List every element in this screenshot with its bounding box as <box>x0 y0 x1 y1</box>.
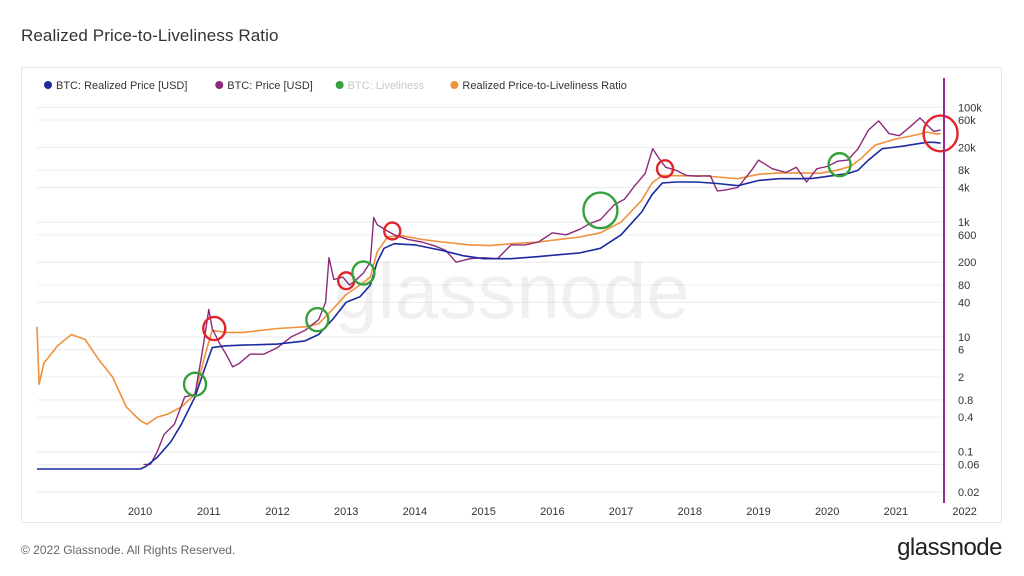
x-tick-label: 2013 <box>334 506 358 518</box>
y-tick-label: 60k <box>958 115 976 127</box>
y-tick-label: 0.4 <box>958 412 973 424</box>
x-tick-label: 2016 <box>540 506 564 518</box>
x-tick-label: 2018 <box>678 506 702 518</box>
legend-swatch <box>215 81 224 89</box>
x-tick-label: 2010 <box>128 506 152 518</box>
x-tick-label: 2012 <box>265 506 289 518</box>
marker-group <box>182 114 959 397</box>
highlight-circle-green <box>351 260 376 286</box>
legend-item-ratio[interactable]: Realized Price-to-Liveliness Ratio <box>450 80 627 92</box>
y-tick-label: 100k <box>958 102 982 114</box>
legend: BTC: Realized Price [USD] BTC: Price [USD… <box>44 80 627 92</box>
highlight-circle-red <box>202 315 227 342</box>
y-tick-label: 20k <box>958 142 976 154</box>
y-axis: 100k60k20k8k4k1k600200804010620.80.40.10… <box>958 102 982 499</box>
legend-label: BTC: Price [USD] <box>227 80 313 92</box>
series-line-realized <box>37 141 941 470</box>
highlight-circle-red <box>922 114 959 153</box>
y-tick-label: 0.06 <box>958 459 979 471</box>
y-tick-label: 10 <box>958 332 970 344</box>
y-tick-label: 8k <box>958 165 970 177</box>
legend-swatch <box>450 81 459 89</box>
y-tick-label: 4k <box>958 183 970 195</box>
x-tick-label: 2019 <box>746 506 770 518</box>
y-tick-label: 0.1 <box>958 447 973 459</box>
x-tick-label: 2022 <box>952 506 976 518</box>
legend-item-realized[interactable]: BTC: Realized Price [USD] <box>44 80 187 92</box>
watermark: glassnode <box>334 247 690 335</box>
highlight-circle-green <box>182 371 208 397</box>
highlight-circle-green <box>305 306 330 333</box>
x-tick-label: 2020 <box>815 506 839 518</box>
grid <box>37 106 944 493</box>
highlight-circle-green <box>827 151 852 178</box>
y-tick-label: 200 <box>958 257 976 269</box>
y-tick-label: 0.02 <box>958 487 979 499</box>
x-axis: 2010 2011 2012 2013 2014 2015 2016 2017 2018 2019… <box>128 506 977 518</box>
highlight-circle-red <box>383 221 402 241</box>
legend-swatch <box>44 81 52 89</box>
y-tick-label: 6 <box>958 345 964 357</box>
x-tick-label: 2015 <box>471 506 495 518</box>
series-group <box>36 117 941 470</box>
x-tick-label: 2021 <box>884 506 908 518</box>
copyright-footer: © 2022 Glassnode. All Rights Reserved. <box>21 543 236 557</box>
series-line-price <box>143 117 941 466</box>
y-tick-label: 80 <box>958 280 970 292</box>
highlight-circle-red <box>655 159 675 179</box>
y-tick-label: 40 <box>958 297 970 309</box>
y-tick-label: 600 <box>958 230 976 242</box>
legend-item-liveliness[interactable]: BTC: Liveliness <box>335 80 425 92</box>
series-line-ratio <box>36 131 941 426</box>
legend-swatch <box>335 81 344 89</box>
x-tick-label: 2014 <box>403 506 427 518</box>
legend-label: BTC: Realized Price [USD] <box>56 80 187 92</box>
y-tick-label: 0.8 <box>958 395 973 407</box>
x-tick-label: 2011 <box>197 506 221 518</box>
y-tick-label: 1k <box>958 217 970 229</box>
legend-item-price[interactable]: BTC: Price [USD] <box>215 80 313 92</box>
legend-label: BTC: Liveliness <box>348 80 425 92</box>
page-title: Realized Price-to-Liveliness Ratio <box>21 26 279 45</box>
legend-label: Realized Price-to-Liveliness Ratio <box>462 80 626 92</box>
chart-card: glassnode 100k 60k 20k 8k 4k 1k 600 200 80 40 10 6 2… <box>21 67 1002 523</box>
x-tick-label: 2017 <box>609 506 633 518</box>
highlight-circle-green <box>582 191 619 230</box>
y-tick-label: 2 <box>958 372 964 384</box>
brand-logo[interactable]: glassnode <box>897 534 1002 561</box>
